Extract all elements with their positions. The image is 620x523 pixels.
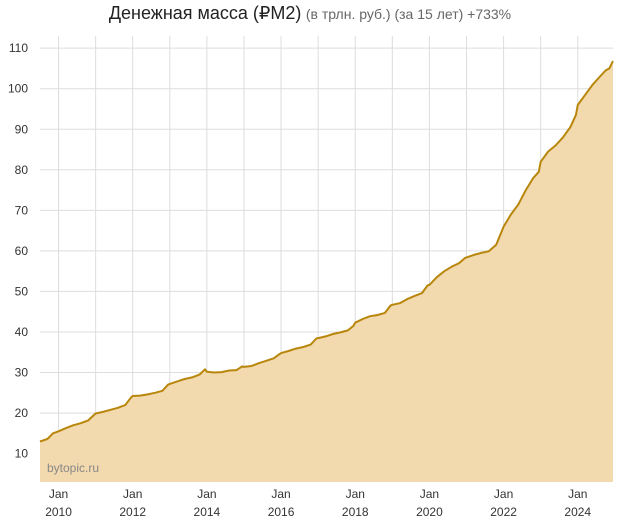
chart-title-main: Денежная масса (₽M2) — [108, 3, 302, 23]
x-tick-label-year: 2010 — [45, 505, 72, 519]
y-tick-label: 110 — [9, 41, 28, 55]
y-tick-label: 80 — [15, 163, 29, 177]
series-line — [39, 60, 614, 443]
x-tick-label-month: Jan — [123, 487, 142, 501]
x-tick-label-month: Jan — [568, 487, 587, 501]
y-tick-label: 50 — [15, 284, 29, 298]
x-tick-label-year: 2020 — [416, 505, 443, 519]
y-tick-label: 90 — [15, 122, 29, 136]
x-tick-label-month: Jan — [197, 487, 216, 501]
y-tick-label: 20 — [15, 406, 29, 420]
x-tick-label-year: 2018 — [342, 505, 369, 519]
y-tick-label: 60 — [15, 244, 29, 258]
series-area — [40, 61, 613, 482]
y-tick-label: 100 — [8, 82, 28, 96]
x-tick-label-month: Jan — [49, 487, 68, 501]
x-tick-label-month: Jan — [346, 487, 365, 501]
y-tick-label: 30 — [15, 366, 29, 380]
x-tick-label-year: 2016 — [268, 505, 295, 519]
x-tick-label-year: 2024 — [564, 505, 591, 519]
chart-subtitle: (в трлн. руб.) (за 15 лет) +733% — [305, 6, 512, 22]
chart-title: Денежная масса (₽M2) (в трлн. руб.) (за … — [0, 3, 620, 24]
x-tick-label-month: Jan — [420, 487, 439, 501]
y-tick-label: 70 — [15, 203, 29, 217]
watermark: bytopic.ru — [47, 461, 99, 475]
x-tick-label-month: Jan — [271, 487, 290, 501]
x-tick-label-year: 2022 — [490, 505, 517, 519]
x-tick-label-year: 2014 — [194, 505, 221, 519]
y-tick-label: 40 — [15, 325, 29, 339]
x-tick-label-month: Jan — [494, 487, 513, 501]
x-tick-label-year: 2012 — [119, 505, 146, 519]
x-axis: Jan 2010 Jan 2012 Jan 2014 Jan 2016 Jan 2018 Jan 20… — [45, 487, 591, 519]
y-tick-label: 10 — [15, 447, 29, 461]
y-axis: 10 20 30 40 50 60 70 80 90 100 110 — [8, 41, 28, 460]
